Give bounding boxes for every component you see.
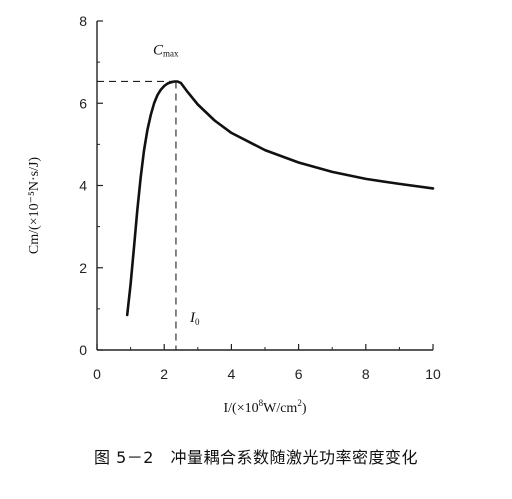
- series-line: [125, 80, 435, 317]
- cmax-label: Cmax: [153, 42, 179, 58]
- y-tick-label: 0: [79, 342, 87, 358]
- x-axis-title: I/(×108W/cm2): [224, 398, 307, 416]
- y-tick-label: 4: [79, 178, 87, 194]
- reference-lines: [97, 80, 177, 350]
- y-tick-label: 8: [79, 13, 87, 29]
- y-tick-label: 2: [79, 260, 87, 276]
- x-tick-label: 8: [362, 366, 370, 382]
- x-tick-label: 6: [295, 366, 303, 382]
- axes: 0 2 4 6 8 0 2 4 6 8 10 Cm/(×10⁻⁵N·s/J) I/(×108W/cm2): [27, 13, 441, 416]
- series-group: [125, 80, 435, 317]
- x-tick-label: 0: [93, 366, 101, 382]
- y-tick-label: 6: [79, 95, 87, 111]
- chart: 0 2 4 6 8 0 2 4 6 8 10 Cm/(×10⁻⁵N·s/J) I/(×108W/cm2)…: [27, 13, 441, 416]
- y-axis-title: Cm/(×10⁻⁵N·s/J): [27, 157, 42, 255]
- x-tick-label: 2: [160, 366, 168, 382]
- figure-caption: 图 5－2 冲量耦合系数随激光功率密度变化: [94, 448, 418, 467]
- i0-label: I0: [189, 310, 200, 327]
- x-tick-label: 10: [425, 366, 441, 382]
- x-tick-label: 4: [228, 366, 236, 382]
